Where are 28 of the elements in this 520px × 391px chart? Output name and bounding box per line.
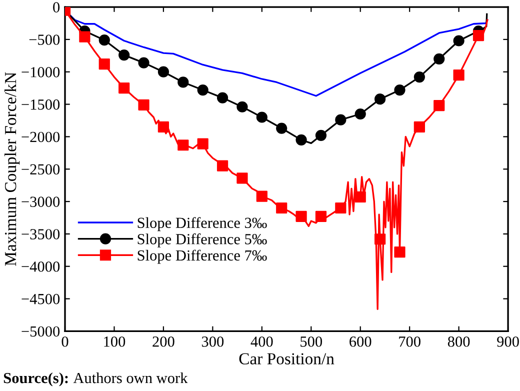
x-tick-label: 400: [250, 336, 273, 347]
legend-label: Slope Difference 5‰: [138, 233, 267, 248]
x-tick-label: 200: [152, 336, 174, 347]
y-tick-label: −1000: [22, 67, 60, 78]
y-tick-label: −1500: [22, 99, 60, 110]
x-axis-title: Car Position/n: [239, 353, 334, 364]
point: [394, 246, 406, 258]
x-tick-label: 600: [350, 336, 372, 347]
y-tick-label: −2000: [22, 132, 60, 142]
x-tick-label: 300: [202, 336, 224, 347]
x-tick-label: 800: [448, 336, 470, 347]
y-tick-label: −500: [29, 34, 60, 45]
y-tick-label: −3000: [22, 196, 60, 207]
legend-label: Slope Difference 3‰: [138, 217, 267, 232]
y-tick-label: −3500: [22, 229, 60, 240]
y-tick-label: −2500: [22, 164, 60, 175]
legend-label: Slope Difference 7‰: [138, 250, 267, 264]
source-note: Source(s): Authors own work: [4, 372, 188, 386]
x-tick-label: 900: [497, 336, 519, 347]
x-tick-label: 100: [104, 336, 126, 347]
x-tick-label: 700: [399, 336, 420, 347]
x-tick-label: 0: [62, 336, 68, 347]
y-tick-label: −5000: [22, 326, 60, 337]
y-axis-title: Maximum Coupler Force/kN: [4, 72, 20, 266]
y-tick-label: −4500: [22, 294, 60, 304]
x-tick-label: 500: [300, 336, 322, 347]
y-tick-label: −4000: [22, 261, 60, 272]
y-tick-label: 0: [53, 2, 60, 12]
